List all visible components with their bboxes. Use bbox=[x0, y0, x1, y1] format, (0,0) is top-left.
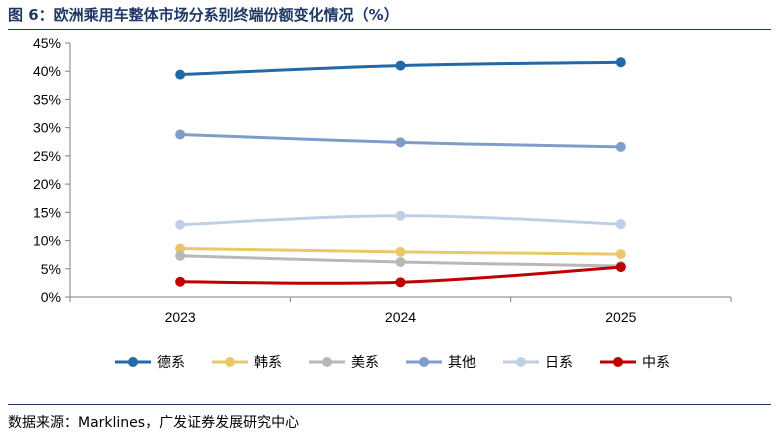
legend-item: 韩系 bbox=[212, 355, 282, 371]
y-tick-label: 5% bbox=[41, 261, 61, 277]
data-point bbox=[615, 141, 626, 152]
data-point bbox=[175, 69, 186, 80]
data-point bbox=[175, 250, 186, 261]
data-point bbox=[175, 219, 186, 230]
y-tick-label: 30% bbox=[33, 120, 61, 136]
data-point bbox=[395, 210, 406, 221]
legend-swatch-marker bbox=[419, 357, 429, 367]
legend-swatch-marker bbox=[516, 357, 526, 367]
series-5 bbox=[175, 262, 626, 288]
legend-label: 中系 bbox=[642, 355, 670, 371]
data-point bbox=[175, 276, 186, 287]
legend-item: 中系 bbox=[600, 355, 670, 371]
x-tick-label: 2024 bbox=[385, 309, 416, 325]
y-tick-label: 35% bbox=[33, 91, 61, 107]
x-tick-labels: 2023 2024 2025 bbox=[165, 309, 637, 325]
data-point bbox=[615, 219, 626, 230]
series-0 bbox=[175, 57, 626, 80]
legend-item: 德系 bbox=[115, 355, 185, 371]
data-point bbox=[615, 249, 626, 260]
legend-item: 其他 bbox=[406, 355, 476, 371]
y-tick-label: 20% bbox=[33, 176, 61, 192]
legend-swatch-marker bbox=[613, 357, 623, 367]
data-point bbox=[615, 262, 626, 273]
series-layer bbox=[175, 57, 626, 288]
legend-swatch-marker bbox=[225, 357, 235, 367]
legend-swatch-marker bbox=[128, 357, 138, 367]
series-3 bbox=[175, 129, 626, 152]
y-tick-labels: 0% 5% 10% 15% 20% 25% 30% 35% 40% 45% bbox=[33, 35, 61, 305]
title-rule bbox=[8, 29, 771, 30]
legend-label: 德系 bbox=[157, 355, 185, 371]
data-point bbox=[395, 257, 406, 268]
series-1 bbox=[175, 243, 626, 260]
legend-label: 美系 bbox=[351, 355, 379, 371]
y-tick-label: 0% bbox=[41, 289, 61, 305]
legend: 德系 韩系 美系 其他 日系 中系 bbox=[115, 355, 670, 371]
data-point bbox=[175, 243, 186, 254]
legend-swatch-marker bbox=[322, 357, 332, 367]
x-tick-label: 2023 bbox=[165, 309, 196, 325]
data-point bbox=[395, 277, 406, 288]
data-point bbox=[175, 129, 186, 140]
y-tick-label: 10% bbox=[33, 233, 61, 249]
x-tick-label: 2025 bbox=[605, 309, 636, 325]
legend-item: 美系 bbox=[309, 355, 379, 371]
y-tick-label: 40% bbox=[33, 63, 61, 79]
data-point bbox=[395, 137, 406, 148]
series-4 bbox=[175, 210, 626, 230]
legend-item: 日系 bbox=[503, 355, 573, 371]
y-tick-label: 15% bbox=[33, 204, 61, 220]
figure-title: 图 6：欧洲乘用车整体市场分系别终端份额变化情况（%） bbox=[8, 6, 399, 24]
legend-label: 其他 bbox=[448, 355, 476, 371]
legend-label: 韩系 bbox=[254, 355, 282, 371]
data-point bbox=[395, 246, 406, 257]
legend-label: 日系 bbox=[545, 355, 573, 371]
y-tick-label: 45% bbox=[33, 35, 61, 51]
source-rule bbox=[8, 404, 771, 405]
chart-axes bbox=[65, 42, 732, 302]
y-tick-label: 25% bbox=[33, 148, 61, 164]
data-point bbox=[395, 60, 406, 71]
source-note: 数据来源：Marklines，广发证券发展研究中心 bbox=[8, 415, 300, 431]
data-point bbox=[615, 57, 626, 68]
